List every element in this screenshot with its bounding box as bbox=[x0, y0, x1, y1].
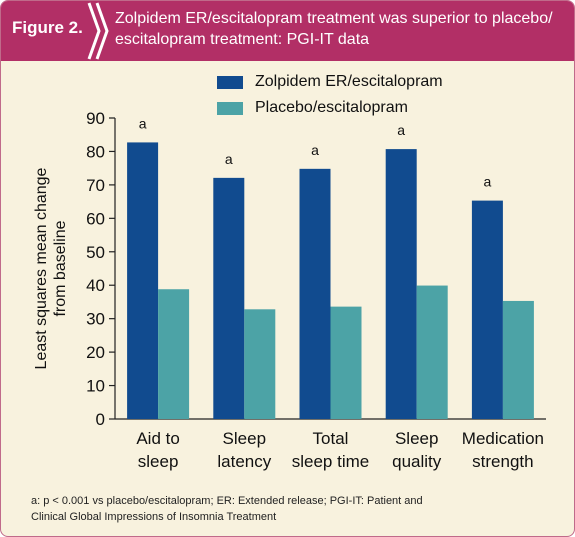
y-tick-label: 80 bbox=[86, 142, 105, 161]
bar: Placebo/escitalopram: 32.8 bbox=[244, 309, 276, 419]
y-tick-label: 10 bbox=[86, 377, 105, 396]
x-tick-label: Sleep bbox=[395, 429, 438, 448]
figure-title-line: escitalopram treatment: PGI-IT data bbox=[115, 31, 370, 48]
x-tick-label: sleep time bbox=[292, 452, 369, 471]
legend-item: Placebo/escitalopram bbox=[217, 95, 443, 121]
x-tick-label: quality bbox=[392, 452, 442, 471]
footnote-line: a: p < 0.001 vs placebo/escitalopram; ER… bbox=[31, 495, 423, 507]
figure-footnote: a: p < 0.001 vs placebo/escitalopram; ER… bbox=[31, 493, 561, 525]
chart-legend: Zolpidem ER/escitalopram Placebo/escital… bbox=[217, 69, 443, 121]
bar-annotation: a bbox=[397, 122, 405, 138]
y-tick-label: 90 bbox=[86, 109, 105, 128]
y-tick-label: 40 bbox=[86, 276, 105, 295]
y-tick-label: 60 bbox=[86, 209, 105, 228]
bar-annotation: a bbox=[311, 142, 319, 158]
bar-annotation: a bbox=[484, 174, 492, 190]
bar: Placebo/escitalopram: 39.9 bbox=[416, 285, 448, 419]
figure-label: Figure 2. bbox=[12, 18, 83, 37]
y-tick-label: 30 bbox=[86, 310, 105, 329]
x-tick-label: sleep bbox=[138, 452, 179, 471]
x-tick-label: Total bbox=[313, 429, 349, 448]
bar: Zolpidem ER/escitalopram: 80.7 bbox=[385, 149, 417, 419]
bar: Zolpidem ER/escitalopram: 72.1 bbox=[213, 177, 245, 419]
legend-item: Zolpidem ER/escitalopram bbox=[217, 69, 443, 95]
legend-label: Zolpidem ER/escitalopram bbox=[255, 73, 443, 90]
chevron-right-icon bbox=[87, 2, 109, 60]
x-tick-label: latency bbox=[217, 452, 271, 471]
figure-header: Figure 2. Zolpidem ER/escitalopram treat… bbox=[1, 1, 574, 61]
x-tick-label: Medication bbox=[462, 429, 544, 448]
x-tick-label: Aid to bbox=[136, 429, 179, 448]
x-tick-label: Sleep bbox=[223, 429, 266, 448]
legend-swatch-placebo bbox=[217, 101, 243, 115]
bar: Placebo/escitalopram: 38.8 bbox=[158, 289, 190, 419]
bar-annotation: a bbox=[139, 115, 147, 131]
bar: Placebo/escitalopram: 33.6 bbox=[330, 306, 362, 419]
legend-label: Placebo/escitalopram bbox=[255, 99, 408, 116]
y-axis-label-line: Least squares mean change bbox=[33, 167, 50, 369]
footnote-line: Clinical Global Impressions of Insomnia … bbox=[31, 511, 277, 523]
bar: Zolpidem ER/escitalopram: 74.8 bbox=[299, 168, 331, 419]
bar: Zolpidem ER/escitalopram: 65.3 bbox=[471, 200, 503, 419]
y-tick-label: 70 bbox=[86, 176, 105, 195]
legend-swatch-zolpidem bbox=[217, 75, 243, 89]
bar: Placebo/escitalopram: 35.3 bbox=[502, 300, 534, 419]
x-tick-label: strength bbox=[472, 452, 533, 471]
y-tick-label: 50 bbox=[86, 243, 105, 262]
bar-annotation: a bbox=[225, 151, 233, 167]
figure-title: Zolpidem ER/escitalopram treatment was s… bbox=[115, 8, 565, 50]
y-tick-label: 20 bbox=[86, 343, 105, 362]
bar-chart: 0 10 20 30 40 50 60 70 80 90 Least squares mean ch… bbox=[33, 109, 546, 471]
bar: Zolpidem ER/escitalopram: 82.7 bbox=[127, 142, 159, 420]
y-tick-label: 0 bbox=[96, 410, 105, 429]
y-axis-label: Least squares mean change from baseline bbox=[33, 167, 69, 369]
figure-title-line: Zolpidem ER/escitalopram treatment was s… bbox=[115, 10, 553, 27]
y-axis-label-line: from baseline bbox=[52, 220, 69, 316]
